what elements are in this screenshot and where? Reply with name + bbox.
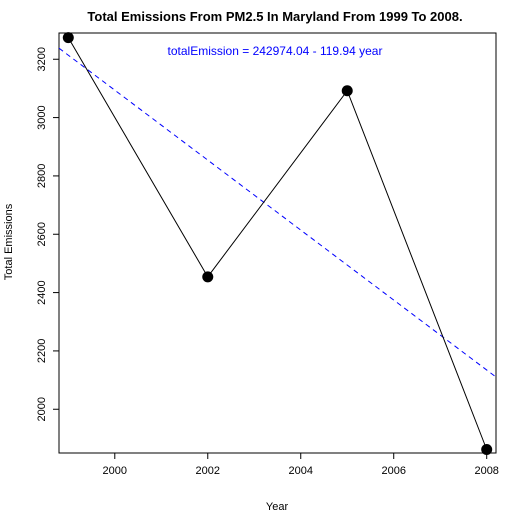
chart-title: Total Emissions From PM2.5 In Maryland F… [87, 9, 462, 24]
x-tick-label: 2000 [103, 465, 127, 477]
series-line [67, 37, 488, 450]
x-tick-label: 2008 [474, 465, 498, 477]
data-point [341, 85, 353, 97]
x-axis-label: Year [266, 501, 289, 512]
data-point [202, 271, 214, 283]
y-tick-label: 3000 [36, 105, 48, 129]
trend-equation-annotation: totalEmission = 242974.04 - 119.94 year [168, 44, 383, 58]
y-tick-label: 3200 [36, 47, 48, 71]
data-point [62, 32, 74, 44]
plot-frame [58, 32, 497, 454]
x-tick-label: 2004 [289, 465, 313, 477]
y-tick-label: 2600 [36, 222, 48, 246]
plot-area: 2000 2002 2004 2006 2008 2000 2200 2400 2600 2800… [36, 32, 499, 477]
y-tick-label: 2000 [36, 397, 48, 421]
x-tick-label: 2002 [196, 465, 220, 477]
trend-line [59, 47, 496, 378]
data-point [481, 444, 493, 455]
x-tick-label: 2006 [381, 465, 405, 477]
y-tick-label: 2800 [36, 164, 48, 188]
y-tick-label: 2200 [36, 339, 48, 363]
y-axis-label: Total Emissions [3, 203, 15, 280]
y-tick-label: 2400 [36, 280, 48, 304]
